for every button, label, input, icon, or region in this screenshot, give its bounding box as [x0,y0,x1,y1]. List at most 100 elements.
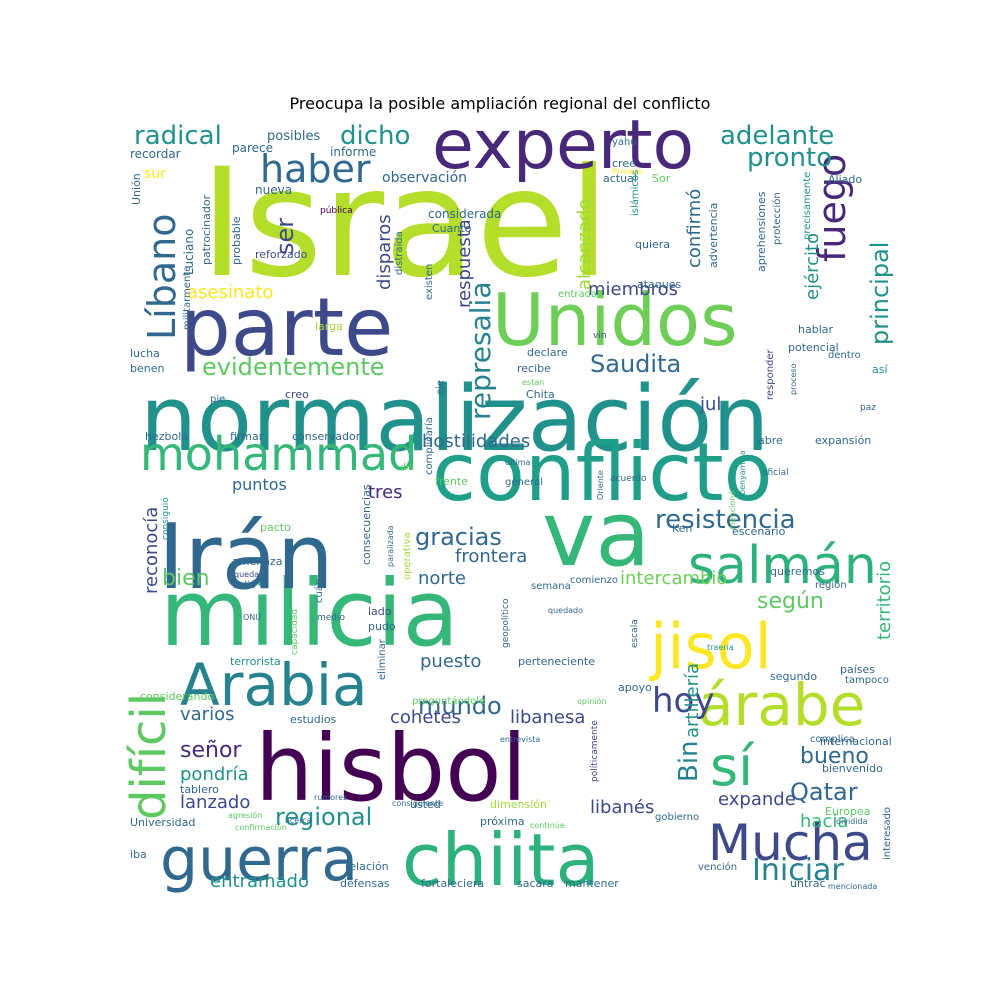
cloud-word: Ken [672,522,692,535]
cloud-word: mantener [565,877,619,890]
cloud-word: día [400,463,414,473]
cloud-word: Aliado [828,173,862,186]
cloud-word: quiera [635,238,670,251]
cloud-word: radical [134,121,222,151]
cloud-word: mencionó [727,491,737,530]
cloud-word: estan [522,378,544,387]
cloud-word: queremos [770,565,825,578]
cloud-word: chiita [402,818,600,902]
cloud-word: Chita [526,388,555,401]
cloud-word: eje [435,380,446,395]
cloud-word: Israel [200,137,610,311]
cloud-word: paz [860,403,876,413]
cloud-word: Europea [825,805,870,818]
chart-title: Preocupa la posible ampliación regional … [289,94,711,113]
cloud-word: reconocía [141,507,162,594]
cloud-word: Unidos [492,278,738,362]
cloud-word: difícil [121,693,177,820]
cloud-word: cree [612,157,636,170]
cloud-word: relación [345,860,389,873]
cloud-word: gracias [415,523,502,551]
cloud-word: pacto [260,521,291,534]
cloud-word: bueno [800,744,869,769]
cloud-word: acuerdo [610,474,647,484]
cloud-word: confirmó [684,189,705,268]
cloud-word: lanzado [180,792,250,813]
cloud-word: norte [418,568,466,589]
cloud-word: creo [285,388,309,401]
cloud-word: árabe [698,671,865,739]
cloud-word: hezbolá [145,430,188,443]
cloud-word: mohammad [140,427,417,481]
cloud-word: Sor [652,172,671,185]
cloud-word: última [505,458,530,467]
cloud-word: expande [718,789,796,810]
cloud-word: lado [368,605,392,618]
cloud-word: acerca [285,816,312,825]
cloud-word: posibles [267,129,320,144]
cloud-word: eliminar [377,638,388,680]
cloud-word: Unión [130,173,143,205]
cloud-word: aprehensiones [755,191,768,272]
cloud-word: hoy [652,681,714,721]
cloud-word: existen [424,264,435,300]
cloud-word: mencionada [828,882,877,891]
cloud-word: tablero [180,783,219,796]
cloud-word: quedado [548,606,583,615]
cloud-word: Irán [158,505,334,610]
cloud-word: distraída [393,231,405,275]
cloud-word: informe [330,145,376,159]
cloud-word: pronto [747,143,832,173]
cloud-word: continúe [530,821,565,830]
cloud-word: confirmación [235,822,287,832]
cloud-word: perteneciente [518,655,595,668]
cloud-word: medio [317,613,346,623]
cloud-word: políticamente [590,720,600,782]
cloud-word: Mucha [708,814,873,872]
cloud-word: consiguiente [392,799,443,808]
cloud-word: tampoco [845,675,889,686]
cloud-word: gobierno [655,812,699,823]
cloud-word: ONU [243,613,261,622]
cloud-word: operativa [402,532,413,580]
cloud-word: jisol [648,610,772,683]
cloud-word: conflicto [432,426,773,519]
cloud-word: ser [271,218,299,255]
cloud-word: entramado [210,871,309,892]
cloud-word: considerando [140,690,215,703]
cloud-word: dividida [836,817,868,826]
cloud-word: firmado [612,167,643,176]
cloud-word: patrocinador [200,194,213,265]
cloud-word: parece [232,141,273,155]
cloud-word: firmar [230,430,264,443]
cloud-word: represalia [464,282,497,420]
cloud-word: internacional [820,735,892,748]
cloud-word: agresión [228,810,262,820]
cloud-word: dicho [340,121,410,151]
cloud-word: terrorista [230,655,281,668]
cloud-word: escala [630,619,640,648]
cloud-word: Arabia [180,651,368,719]
cloud-word: libanesa [510,707,585,728]
cloud-word: responder [765,348,776,400]
cloud-word: militarmente [182,266,193,330]
cloud-word: puntos [232,475,287,494]
cloud-word: conservador [292,430,361,443]
cloud-word: traería [707,643,734,652]
cloud-word: haber [260,147,371,191]
cloud-word: geopolítico [501,598,511,648]
cloud-word: recordar [130,147,181,161]
cloud-word: dimensión [490,798,547,811]
cloud-word: interesado [882,807,893,860]
cloud-word: yahu [612,137,637,148]
cloud-word: fortaleciera [421,877,484,890]
cloud-word: sur [144,166,166,182]
cloud-word: bien [162,566,210,591]
cloud-word: queda [234,570,259,579]
cloud-word: puesto [420,651,481,672]
cloud-word: territorio [874,561,895,640]
cloud-word: consiguió [160,497,171,540]
cloud-word: observación [382,170,467,186]
cloud-word: adelante [720,121,834,151]
cloud-word: varios [180,704,234,725]
